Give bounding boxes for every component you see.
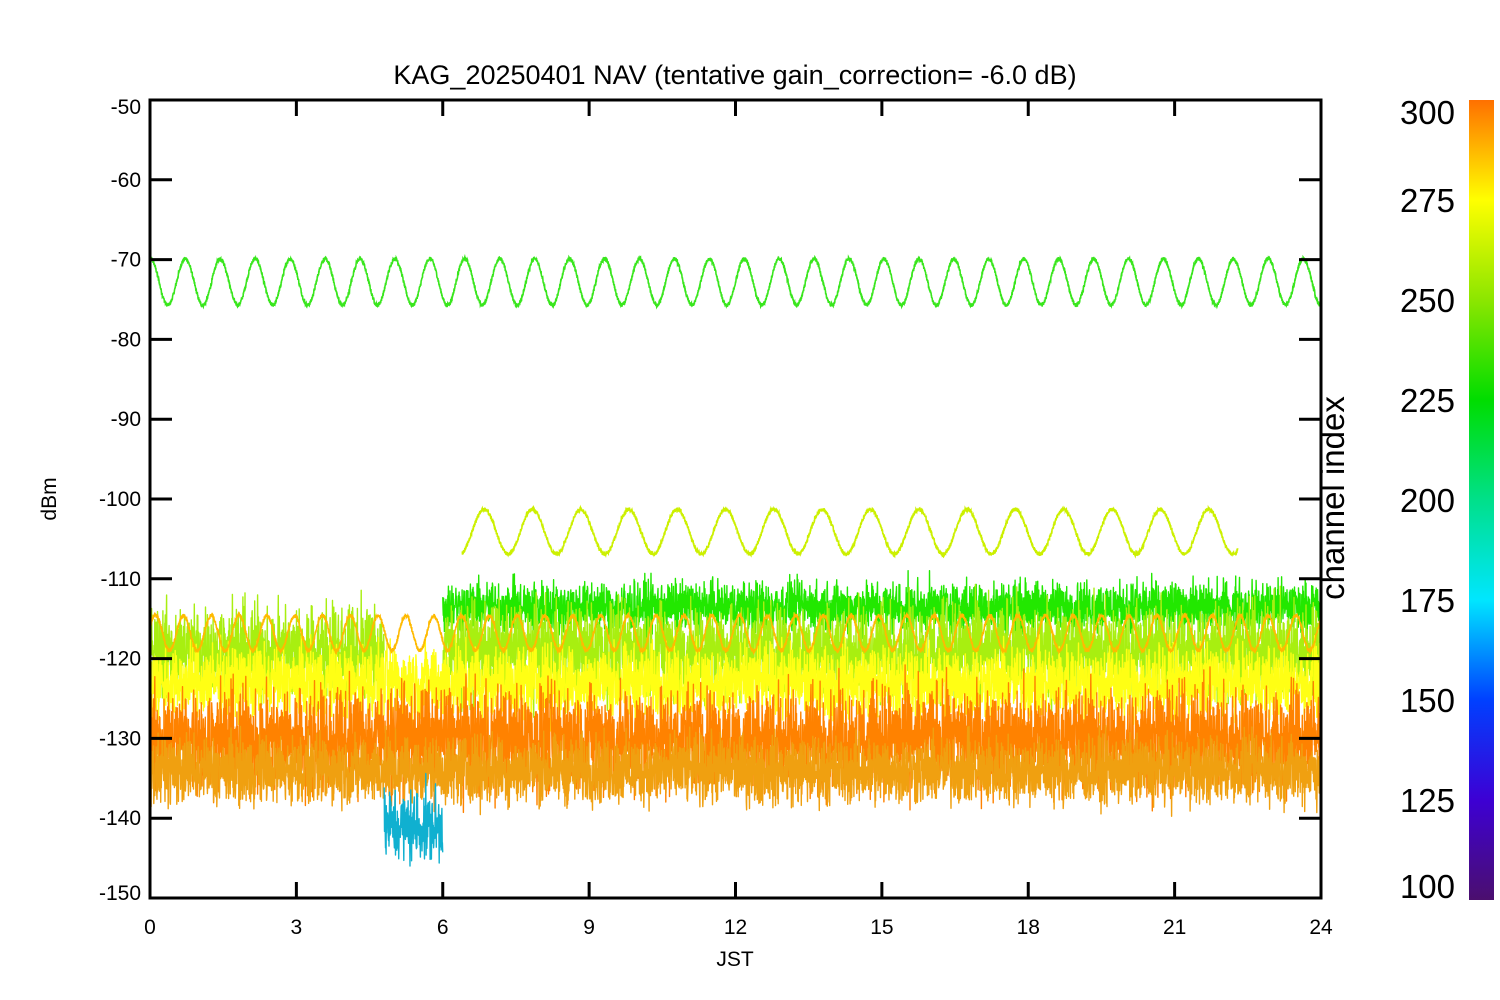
colorbar-tick-label: 225 [1400,382,1455,419]
y-tick-label: -70 [111,249,141,272]
colorbar-tick-label: 250 [1400,282,1455,319]
x-tick-label: 21 [1163,916,1186,939]
y-tick-label: -150 [99,882,141,905]
y-tick-label: -130 [99,727,141,750]
colorbar-tick-label: 275 [1400,182,1455,219]
chart-title: KAG_20250401 NAV (tentative gain_correct… [393,60,1076,90]
series-8-segment-0 [383,772,444,867]
x-tick-label: 18 [1017,916,1040,939]
x-tick-label: 3 [291,916,303,939]
colorbar [1469,100,1494,900]
colorbar-tick-label: 150 [1400,682,1455,719]
colorbar-label: channel index [1314,396,1351,600]
series-0-sinusoid [150,253,1321,310]
series-7-noise-band [150,725,1321,817]
x-tick-label: 15 [870,916,893,939]
y-tick-label: -50 [111,96,141,119]
y-tick-label: -140 [99,807,141,830]
y-axis-label: dBm [38,477,61,520]
x-axis-label: JST [716,948,754,971]
y-tick-label: -80 [111,328,141,351]
series-8-noise-band [383,772,444,867]
x-axis-ticks: 0 3 6 9 12 15 18 21 24 [144,100,1333,939]
x-tick-label: 6 [437,916,449,939]
y-tick-label: -100 [99,488,141,511]
x-tick-label: 0 [144,916,156,939]
y-tick-label: -120 [99,648,141,671]
y-axis-ticks: -50 -60 -70 -80 -90 -100 -110 -120 -130 -140 -150 [99,96,1321,905]
series-1-sinusoid [461,504,1239,559]
colorbar-ticks: 300 275 250 225 200 175 150 125 100 [1400,94,1455,905]
x-tick-label: 9 [583,916,595,939]
y-tick-label: -110 [101,568,141,591]
series-5-sinusoid [150,610,1321,656]
colorbar-tick-label: 200 [1400,482,1455,519]
colorbar-tick-label: 100 [1400,868,1455,905]
y-tick-label: -60 [111,169,141,192]
series-7-segment-0 [150,725,1321,817]
data-layer [150,253,1321,867]
colorbar-tick-label: 125 [1400,782,1455,819]
x-tick-label: 24 [1309,916,1333,939]
y-tick-label: -90 [111,408,141,431]
x-tick-label: 12 [724,916,747,939]
colorbar-tick-label: 300 [1400,94,1455,131]
colorbar-tick-label: 175 [1400,582,1455,619]
